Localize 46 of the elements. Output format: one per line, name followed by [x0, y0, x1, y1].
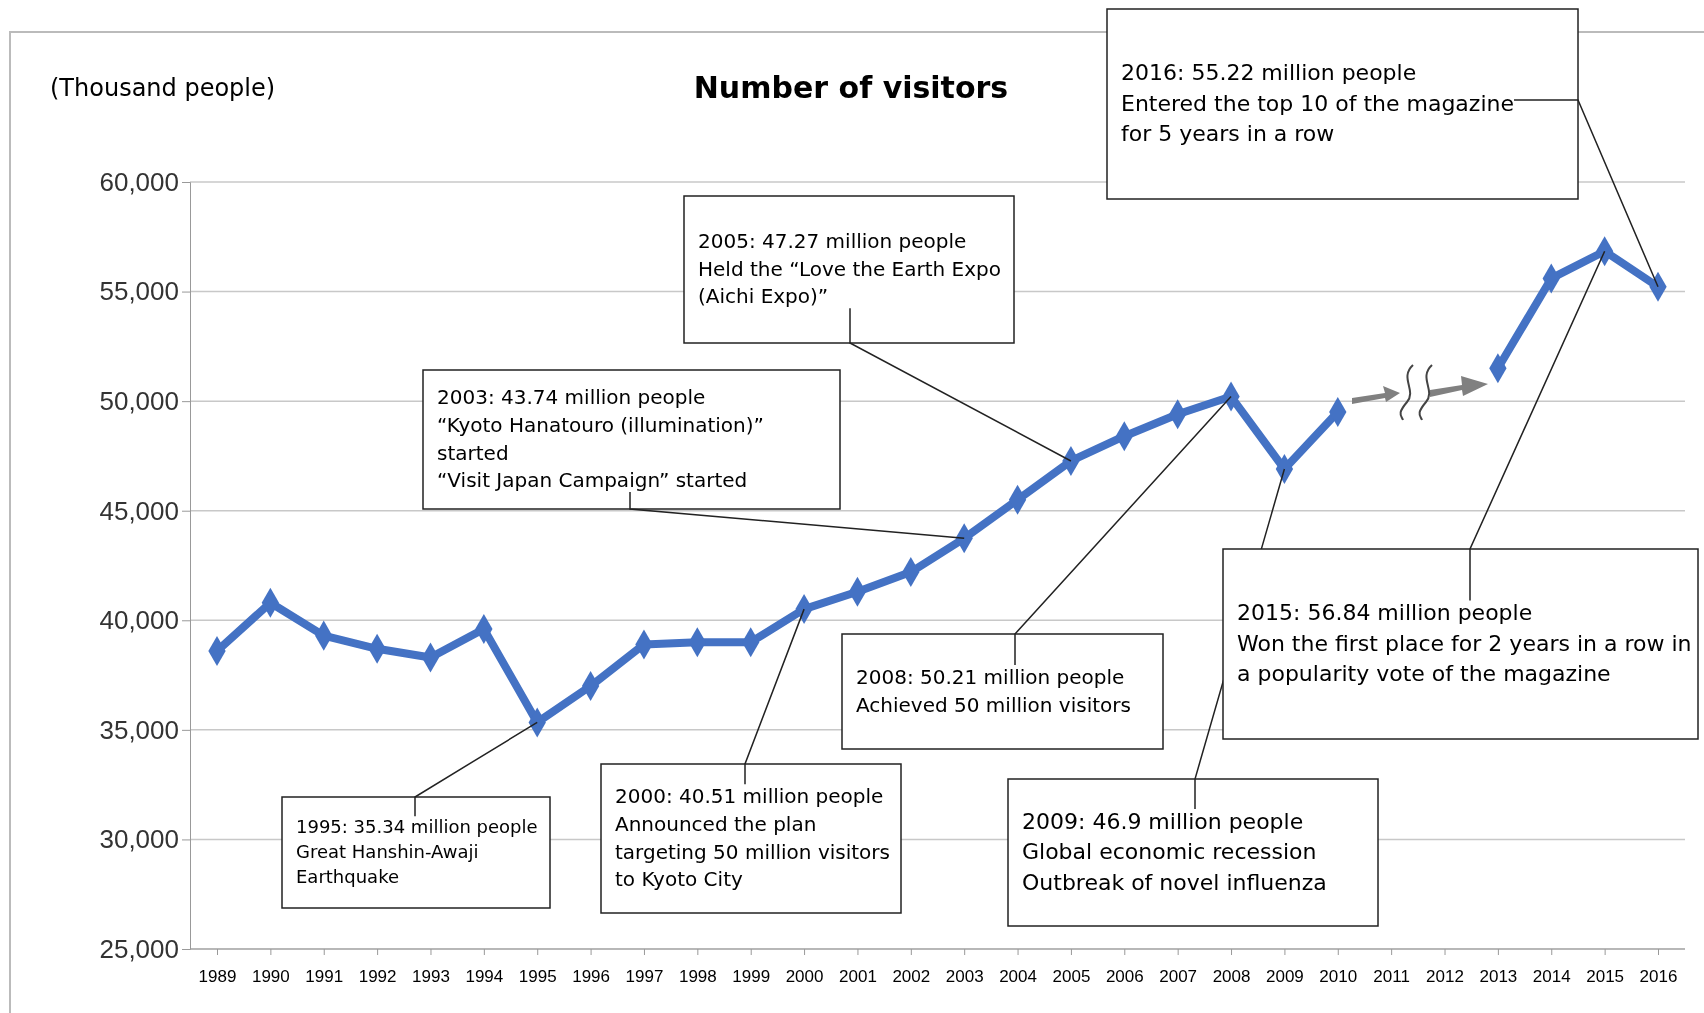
- x-tick-label: 2004: [999, 966, 1037, 986]
- x-tick-label: 2008: [1212, 966, 1251, 986]
- x-tick-label: 2015: [1586, 966, 1625, 986]
- y-tick-label: 55,000: [99, 276, 179, 307]
- y-tick-label: 25,000: [99, 933, 179, 964]
- annotation: 2016: 55.22 million people Entered the top 10 of the magazine for 5 years in a row: [1121, 60, 1514, 147]
- x-tick-label: 2006: [1105, 966, 1144, 986]
- x-tick-label: 2009: [1265, 966, 1304, 986]
- x-tick-label: 2016: [1639, 966, 1678, 986]
- x-tick-label: 1997: [625, 966, 664, 986]
- x-tick-label: 2007: [1159, 966, 1198, 986]
- x-tick-label: 1993: [412, 966, 450, 986]
- annotation: 2008: 50.21 million people Achieved 50 million visitors: [856, 664, 1131, 717]
- x-tick-label: 1989: [198, 966, 237, 986]
- annotation: 2005: 47.27 million people Held the “Love the Earth Expo (Aichi Expo)”: [698, 229, 1001, 309]
- y-tick-label: 40,000: [99, 605, 179, 636]
- y-tick-label: 60,000: [99, 166, 179, 197]
- x-tick-label: 1998: [678, 966, 717, 986]
- annotation: 1995: 35.34 million people Great Hanshin-Awaji Earthquake: [296, 816, 538, 887]
- y-tick-label: 50,000: [99, 385, 179, 416]
- x-tick-label: 1995: [518, 966, 557, 986]
- x-tick-label: 2011: [1373, 966, 1410, 986]
- x-tick-label: 1999: [732, 966, 771, 986]
- y-axis-title: (Thousand people): [50, 74, 276, 102]
- x-tick-label: 2002: [892, 966, 931, 986]
- x-tick-label: 2013: [1479, 966, 1518, 986]
- annotation: 2003: 43.74 million people “Kyoto Hanatouro (illumination)” started “Visit Japan Campaign” started: [437, 385, 764, 493]
- x-tick-label: 1990: [251, 966, 290, 986]
- x-tick-label: 1991: [305, 966, 344, 986]
- y-tick-label: 30,000: [99, 824, 179, 855]
- chart-title: Number of visitors: [693, 70, 1009, 105]
- y-tick-label: 35,000: [99, 714, 179, 745]
- x-tick-label: 2005: [1052, 966, 1091, 986]
- annotation: 2000: 40.51 million people Announced the plan targeting 50 million visitors to Kyoto City: [615, 784, 890, 892]
- annotation: 2015: 56.84 million people Won the first place for 2 years in a row in a popularity vote of the magazine: [1237, 600, 1692, 687]
- annotation: 2009: 46.9 million people Global economic recession Outbreak of novel influenza: [1022, 808, 1327, 895]
- x-tick-label: 2001: [839, 966, 877, 986]
- x-tick-label: 2014: [1532, 966, 1571, 986]
- x-tick-label: 1994: [465, 966, 504, 986]
- x-tick-label: 1992: [358, 966, 397, 986]
- x-tick-label: 2003: [945, 966, 984, 986]
- x-tick-label: 2000: [785, 966, 824, 986]
- y-tick-label: 45,000: [99, 495, 179, 526]
- x-tick-label: 2012: [1426, 966, 1464, 986]
- x-tick-label: 1996: [572, 966, 611, 986]
- x-tick-label: 2010: [1319, 966, 1358, 986]
